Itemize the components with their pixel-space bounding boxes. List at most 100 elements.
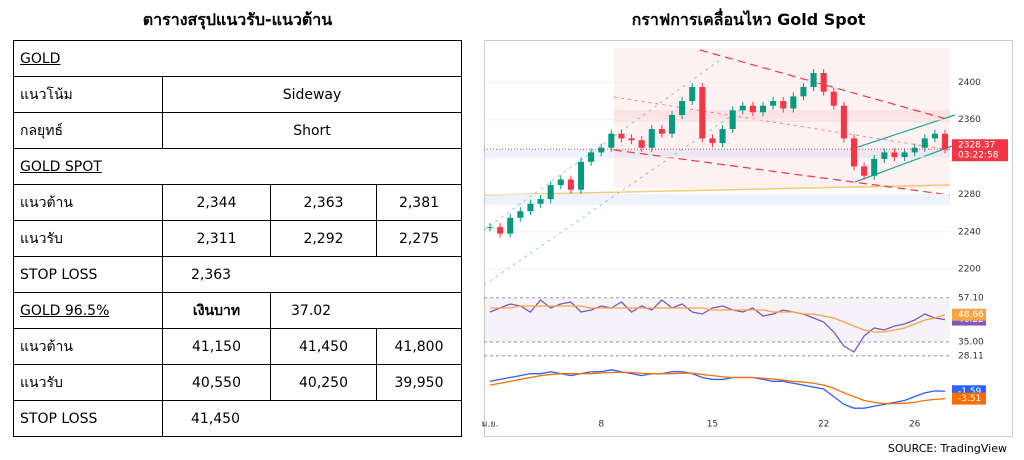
cell: 2,363 bbox=[162, 256, 462, 293]
candle bbox=[830, 91, 837, 106]
candle bbox=[800, 87, 807, 97]
candle bbox=[648, 129, 655, 148]
candle bbox=[871, 158, 878, 176]
candle bbox=[941, 133, 949, 150]
candle bbox=[709, 138, 716, 144]
chart-title: กราฟการเคลื่อนไหว Gold Spot bbox=[631, 10, 866, 29]
cell: 41,450 bbox=[270, 328, 377, 365]
value-label: -1.59 bbox=[958, 387, 982, 397]
value-tag bbox=[952, 308, 986, 321]
channel-line bbox=[854, 114, 956, 149]
x-tick-label: 26 bbox=[909, 420, 921, 430]
x-tick-label: 22 bbox=[818, 420, 829, 430]
indicator-line bbox=[489, 299, 946, 353]
cell: แนวรับ bbox=[13, 220, 163, 257]
ma-line bbox=[483, 184, 951, 196]
candle bbox=[668, 115, 676, 134]
cell: 37.02 bbox=[270, 292, 462, 329]
summary-table: GOLD แนวโน้ม Sideway กลยุทธ์ Short GOLD SP… bbox=[13, 40, 462, 437]
y-tick-label: 2400 bbox=[958, 78, 981, 88]
candle bbox=[547, 185, 554, 200]
price-tag bbox=[952, 139, 1008, 162]
candle bbox=[608, 133, 615, 148]
indicator-line bbox=[490, 305, 946, 333]
zone bbox=[484, 150, 950, 158]
candle bbox=[557, 179, 564, 186]
candle bbox=[759, 105, 767, 113]
candle bbox=[638, 140, 645, 148]
candle bbox=[618, 133, 625, 139]
cell: GOLD bbox=[13, 40, 462, 77]
rsi-band bbox=[484, 298, 950, 342]
x-tick-label: 8 bbox=[598, 420, 604, 430]
cell: แนวต้าน bbox=[13, 184, 163, 221]
trend-line bbox=[483, 109, 741, 286]
candle bbox=[719, 129, 726, 144]
channel-line bbox=[699, 49, 951, 121]
cell: 41,450 bbox=[162, 400, 462, 437]
candle bbox=[486, 227, 494, 229]
candle bbox=[507, 217, 514, 234]
candle bbox=[658, 129, 665, 134]
y-tick-label: 2240 bbox=[958, 227, 981, 237]
value-label: 48.66 bbox=[958, 310, 984, 320]
cell: 2,344 bbox=[162, 184, 271, 221]
candle bbox=[749, 105, 756, 113]
candle bbox=[931, 133, 938, 139]
candle bbox=[780, 101, 787, 109]
candle bbox=[679, 101, 686, 116]
cell: 2,275 bbox=[376, 220, 462, 257]
zone bbox=[484, 195, 950, 205]
candle bbox=[790, 96, 797, 109]
y-tick-label: 2280 bbox=[958, 190, 981, 200]
indicator-line bbox=[489, 369, 946, 409]
cell: 2,311 bbox=[162, 220, 271, 257]
candle bbox=[537, 199, 544, 204]
candle bbox=[840, 105, 847, 139]
price-label: 2328.37 bbox=[958, 141, 995, 151]
source: SOURCE: TradingView bbox=[888, 442, 1007, 455]
candle bbox=[598, 147, 605, 153]
candle bbox=[527, 203, 534, 212]
candle bbox=[891, 152, 898, 158]
table-title: ตารางสรุปแนวรับ-แนวต้าน bbox=[142, 10, 333, 29]
rsi-tick-label: 57.10 bbox=[958, 293, 984, 303]
candle bbox=[628, 138, 635, 141]
candle bbox=[820, 73, 827, 92]
value-tag bbox=[952, 392, 986, 405]
cell: Sideway bbox=[162, 76, 462, 113]
candle bbox=[901, 152, 908, 158]
channel-line bbox=[613, 96, 951, 151]
candle bbox=[861, 166, 868, 176]
cell: GOLD 96.5% bbox=[13, 292, 163, 329]
cell: Short bbox=[162, 112, 462, 149]
cell: 40,550 bbox=[162, 364, 271, 401]
candle bbox=[567, 179, 574, 190]
candle bbox=[810, 73, 817, 88]
y-tick-label: 2360 bbox=[958, 115, 981, 125]
countdown: 03:22:58 bbox=[958, 151, 999, 161]
candle bbox=[739, 105, 746, 111]
candle bbox=[497, 227, 504, 234]
channel-line bbox=[854, 144, 956, 183]
x-tick-label: 15 bbox=[707, 420, 718, 430]
candle bbox=[921, 138, 928, 148]
cell: กลยุทธ์ bbox=[13, 112, 163, 149]
cell: แนวโน้ม bbox=[13, 76, 163, 113]
candle bbox=[588, 152, 595, 162]
candle bbox=[517, 211, 524, 218]
value-label: -3.51 bbox=[958, 394, 981, 404]
zone bbox=[614, 110, 950, 122]
candle bbox=[577, 161, 585, 190]
indicator-line bbox=[489, 371, 946, 405]
x-tick-label: ม.ย. bbox=[482, 420, 499, 430]
candle bbox=[699, 87, 706, 139]
candle bbox=[850, 138, 858, 167]
rsi-tick-label: 28.11 bbox=[958, 351, 984, 361]
y-tick-label: 2200 bbox=[958, 265, 981, 275]
rsi-tick-label: 35.00 bbox=[958, 338, 984, 348]
chart-frame bbox=[484, 40, 1013, 437]
cell: แนวต้าน bbox=[13, 328, 163, 365]
